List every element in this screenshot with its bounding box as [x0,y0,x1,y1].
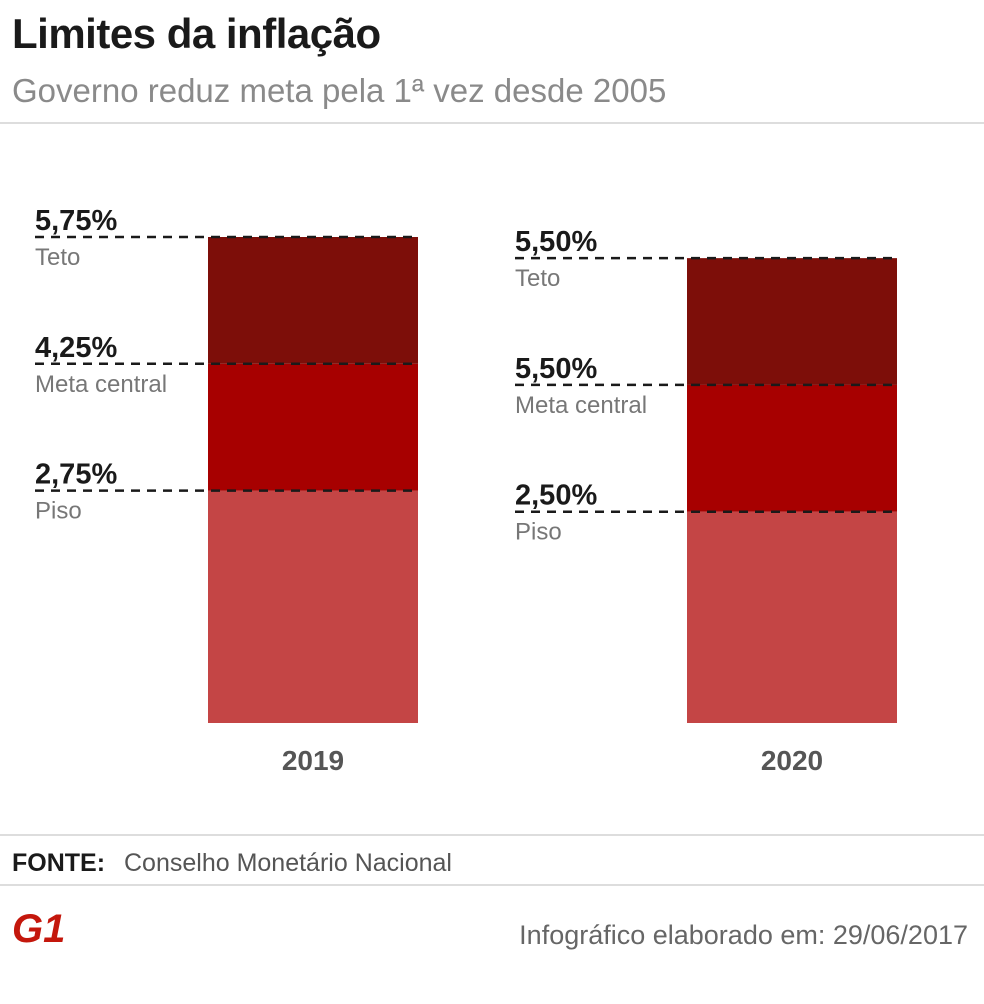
value-label-meta-2020: 5,50% [515,353,597,385]
value-label-piso-2020: 2,50% [515,480,597,512]
level-name-piso-2020: Piso [515,519,562,546]
year-label-2019: 2019 [282,745,344,776]
source-value: Conselho Monetário Nacional [124,849,452,877]
level-name-meta-2019: Meta central [35,371,167,398]
credit-text: Infográfico elaborado em: 29/06/2017 [519,920,968,950]
value-label-piso-2019: 2,75% [35,459,117,491]
source-line: FONTE: Conselho Monetário Nacional [12,849,452,878]
footer-divider-top [0,834,984,836]
footer-divider-bottom [0,884,984,886]
bar-piso-2019 [208,490,418,723]
value-label-teto-2019: 5,75% [35,205,117,237]
value-label-meta-2019: 4,25% [35,332,117,364]
g1-logo: G1 [12,908,65,948]
header-divider [0,122,984,124]
bar-teto-2019 [208,237,418,364]
bar-teto-2020 [687,258,897,385]
value-label-teto-2020: 5,50% [515,226,597,258]
bar-piso-2020 [687,511,897,723]
g1-logo-text: G1 [12,908,65,948]
bar-meta-2019 [208,363,418,491]
bar-meta-2020 [687,384,897,512]
level-name-teto-2019: Teto [35,244,80,271]
page-subtitle: Governo reduz meta pela 1ª vez desde 200… [12,72,667,109]
page-title: Limites da inflação [12,10,381,57]
level-name-meta-2020: Meta central [515,392,647,419]
source-label: FONTE: [12,849,106,877]
inflation-limits-chart: 5,75% Teto 4,25% Meta central 2,75% Piso 2019 5… [35,205,897,776]
level-name-teto-2020: Teto [515,265,560,292]
year-label-2020: 2020 [761,745,823,776]
level-name-piso-2019: Piso [35,498,82,525]
